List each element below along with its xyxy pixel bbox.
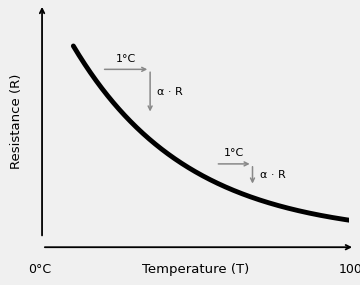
Text: 0°C: 0°C: [28, 263, 51, 276]
Text: 100°C: 100°C: [338, 263, 360, 276]
Text: Temperature (T): Temperature (T): [142, 263, 249, 276]
Text: 1°C: 1°C: [224, 148, 244, 158]
Text: α · R: α · R: [157, 87, 183, 97]
Text: 1°C: 1°C: [116, 54, 136, 64]
Text: Resistance (R): Resistance (R): [10, 74, 23, 169]
Text: α · R: α · R: [260, 170, 285, 180]
